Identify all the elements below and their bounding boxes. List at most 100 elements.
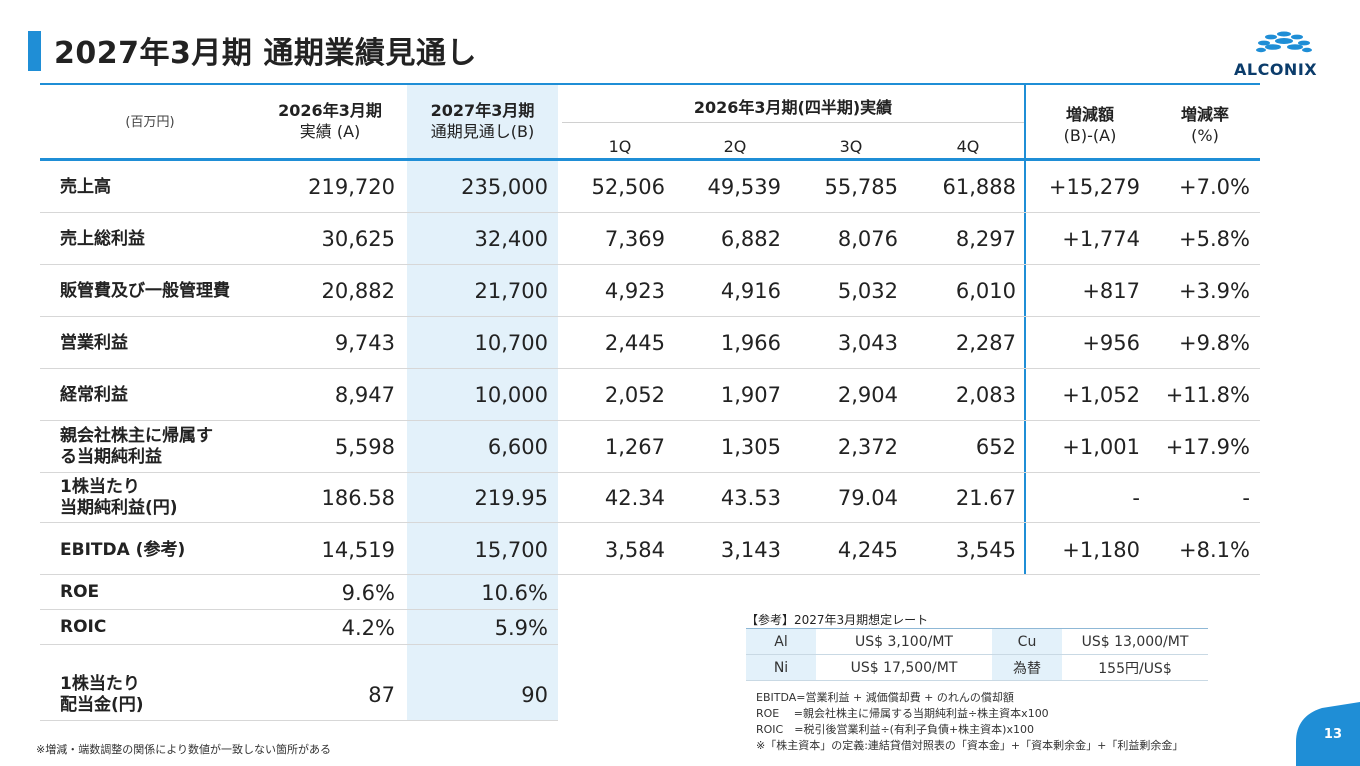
row-divider [40,316,1260,317]
cell-q3: 4,245 [837,538,898,562]
cell-q1: 42.34 [604,486,665,510]
rate-key-fx: 為替 [992,655,1062,680]
footnote: ※増減・端数調整の関係により数値が一致しない箇所がある [36,743,331,756]
cell-q3: 2,372 [837,435,898,459]
page-title: 2027年3月期 通期業績見通し [54,36,477,71]
diff-header-line1: 増減額 [1065,105,1114,124]
cell-q4: 2,287 [955,331,1016,355]
definition-roe: ROE =親会社株主に帰属する当期純利益÷株主資本x100 [756,707,1049,720]
definition-equity-note: ※「株主資本」の定義:連結貸借対照表の「資本金」+「資本剰余金」+「利益剰余金」 [756,739,1184,752]
rate-value-ni: US$ 17,500/MT [850,659,958,676]
cell-diff: +1,180 [1062,538,1140,562]
cell-q3: 3,043 [837,331,898,355]
cell-q2: 1,907 [720,383,781,407]
row-label-line1: 親会社株主に帰属す [60,426,213,446]
row-label-line1: ROIC [60,617,107,637]
row-label-line2: る当期純利益 [60,447,162,467]
rates-title: 【参考】2027年3月期想定レート [746,613,929,627]
cell-q1: 4,923 [604,279,665,303]
row-label-line1: EBITDA (参考) [60,539,186,560]
rate-header: 増減率 (%) [1155,104,1255,146]
quarter-group-rule [562,122,1024,123]
cell-b: 6,600 [487,435,548,459]
q3-header: 3Q [839,137,863,156]
row-label-line1: 1株当たり [60,477,140,497]
row-divider [40,472,1260,473]
cell-q4: 6,010 [955,279,1016,303]
rate-value-cu: US$ 13,000/MT [1081,633,1189,650]
table-header-rule [40,158,1260,161]
row-label: 売上高 [60,161,111,213]
row-label: 売上総利益 [60,213,145,265]
col-a-header-line2: 実績 (A) [299,122,361,141]
cell-diff: +1,001 [1062,435,1140,459]
cell-q4: 21.67 [955,486,1016,510]
row-divider [40,420,1260,421]
table-divider [1024,85,1026,575]
cell-diff: - [1132,486,1140,510]
cell-a: 87 [368,682,395,707]
rate-header-line1: 増減率 [1180,105,1229,124]
q1-header: 1Q [608,137,632,156]
cell-diff: +1,052 [1062,383,1140,407]
table-row: 売上総利益 30,625 32,400 7,369 6,882 8,076 8,297 +1,… [40,213,1260,265]
cell-rate: +9.8% [1179,331,1250,355]
cell-a: 8,947 [334,383,395,407]
cell-q1: 2,445 [604,331,665,355]
cell-q4: 61,888 [942,175,1016,199]
cell-b: 21,700 [474,279,548,303]
cell-rate: +7.0% [1179,175,1250,199]
row-label: 1株当たり 当期純利益(円) [60,473,178,523]
rates-row: Al US$ 3,100/MT Cu US$ 13,000/MT [746,629,1208,655]
row-label-line1: 経常利益 [60,384,128,405]
row-label-line1: 1株当たり [60,673,140,694]
row-divider [40,574,1260,575]
cell-q3: 55,785 [824,175,898,199]
table-row: 売上高 219,720 235,000 52,506 49,539 55,785 61,88… [40,161,1260,213]
unit-label: (百万円) [125,115,175,130]
col-b-header-line1: 2027年3月期 [430,101,535,120]
cell-q1: 7,369 [604,227,665,251]
col-a-header-line1: 2026年3月期 [278,101,382,120]
row-label: 親会社株主に帰属す る当期純利益 [60,421,213,473]
page-number: 13 [1323,727,1342,742]
cell-q4: 652 [975,435,1016,459]
rate-key-al: Al [746,629,816,654]
table-row: 1株当たり 配当金(円) 87 90 [40,668,1260,721]
row-divider [40,522,1260,523]
cell-a: 186.58 [321,486,395,510]
rates-row: Ni US$ 17,500/MT 為替 155円/US$ [746,655,1208,681]
cell-rate: +11.8% [1165,383,1250,407]
rate-key-cu: Cu [992,629,1062,654]
rate-value-al: US$ 3,100/MT [855,633,953,650]
row-label-line1: 営業利益 [60,332,128,353]
row-label: 経常利益 [60,369,128,421]
cell-b: 10.6% [481,580,548,605]
cell-a: 9,743 [334,331,395,355]
cell-q2: 4,916 [720,279,781,303]
row-label-line1: 売上高 [60,176,111,197]
rates-table: Al US$ 3,100/MT Cu US$ 13,000/MT Ni US$ … [746,628,1208,681]
definition-ebitda: EBITDA=営業利益 + 減価償却費 + のれんの償却額 [756,691,1014,704]
row-divider [40,609,558,610]
cell-rate: +8.1% [1179,538,1250,562]
rate-header-line2: (%) [1191,126,1219,145]
cell-diff: +15,279 [1048,175,1140,199]
title-accent-bar [28,31,41,71]
table-top-rule [40,83,1260,85]
alconix-logo-icon [1256,31,1312,53]
row-label: EBITDA (参考) [60,525,185,575]
cell-a: 9.6% [341,580,395,605]
row-label-line1: 売上総利益 [60,228,145,249]
cell-q4: 8,297 [955,227,1016,251]
q2-header: 2Q [723,137,747,156]
table-row: 1株当たり 当期純利益(円) 186.58 219.95 42.34 43.53 79.04… [40,473,1260,523]
cell-q1: 52,506 [591,175,665,199]
definition-roic: ROIC =税引後営業利益÷(有利子負債+株主資本)x100 [756,723,1034,736]
rate-value-fx: 155円/US$ [1098,660,1172,677]
row-divider [40,212,1260,213]
table-row: ROE 9.6% 10.6% [40,575,1260,610]
cell-q1: 3,584 [604,538,665,562]
cell-q2: 49,539 [707,175,781,199]
col-a-header: 2026年3月期 実績 (A) [255,100,405,142]
